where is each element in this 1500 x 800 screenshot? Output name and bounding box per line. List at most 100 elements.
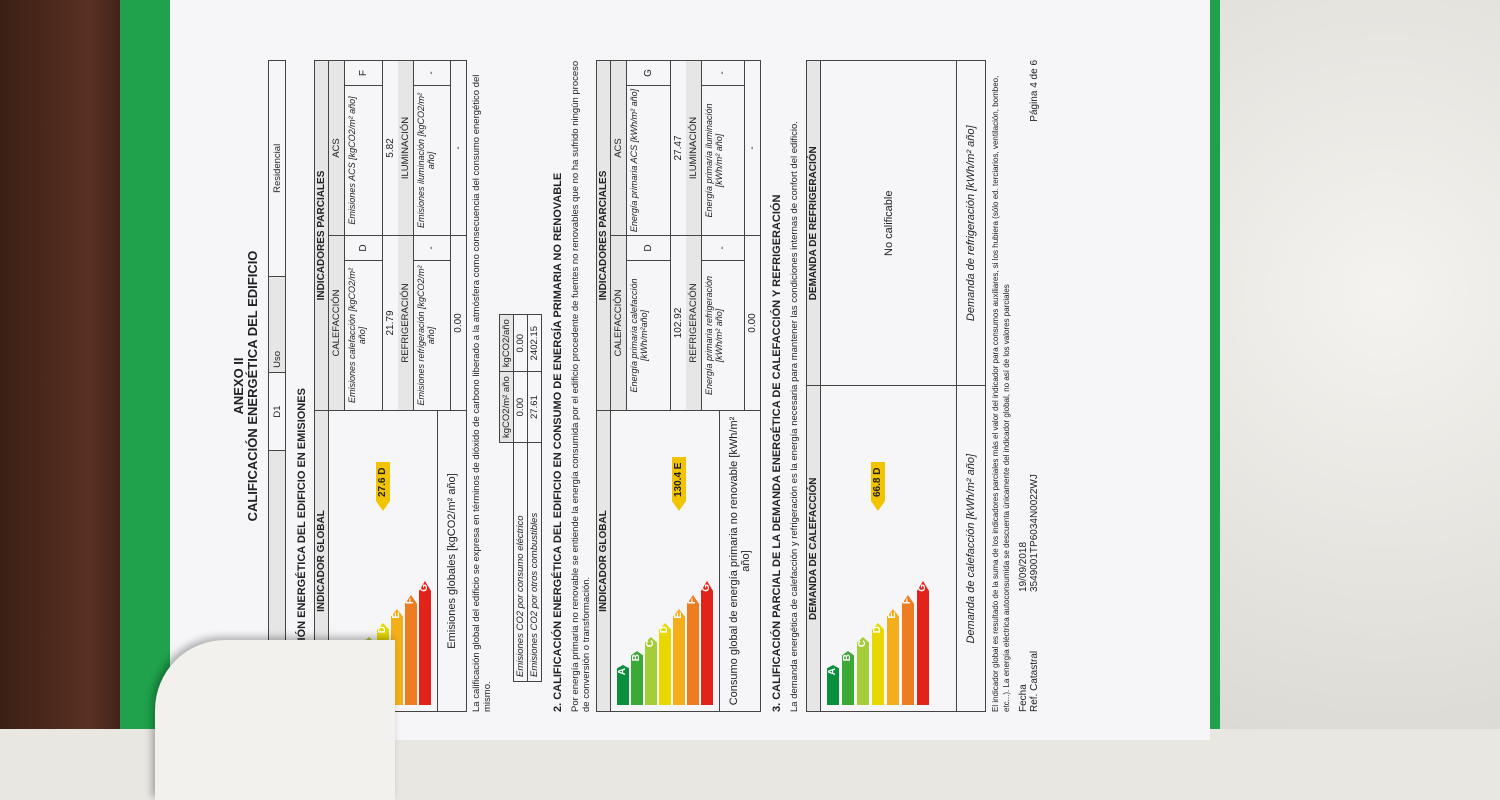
scale-bar: C [857, 637, 869, 705]
partial: ACS Emisiones ACS [kgCO2/m² año] F 5.82 [329, 61, 398, 235]
cell: Emisiones CO2 por otros combustibles [527, 442, 542, 682]
rating: - [717, 246, 729, 250]
cell: 27.61 [527, 371, 542, 443]
section-title: 2. CALIFICACIÓN ENERGÉTICA DEL EDIFICIO … [552, 172, 564, 712]
demand-table: DEMANDA DE CALEFACCIÓN A B C D E F G 66.8 D Dem… [806, 60, 986, 712]
rating: - [426, 71, 438, 75]
partial-name: ILUMINACIÓN [685, 61, 702, 235]
scale-bar: B [631, 651, 643, 705]
footer-note: El indicador global es resultado de la s… [991, 75, 1011, 712]
value: - [453, 146, 464, 150]
cell: kgCO2/año [499, 314, 514, 372]
partial-name: CALEFACCIÓN [329, 236, 345, 410]
label: Energía primaria refrigeración [kWh/m² a… [701, 260, 744, 410]
rating: F [357, 69, 369, 77]
value: 21.79 [384, 310, 396, 336]
date: 19/09/2018 [1018, 541, 1029, 592]
scale-bar: E [673, 609, 685, 705]
partial-indicators: INDICADORES PARCIALES CALEFACCIÓN Energía … [597, 61, 760, 410]
partials-row: REFRIGERACIÓN Energía primaria refrigerac… [685, 61, 761, 410]
indicator-table: INDICADOR GLOBAL A B C D E F G 130.4 E Consumo gl… [596, 60, 761, 712]
partial: REFRIGERACIÓN Emisiones refrigeración [kg… [397, 235, 466, 410]
scale-bar: C [645, 637, 657, 705]
partial: REFRIGERACIÓN Energía primaria refrigerac… [685, 235, 760, 410]
leather-background [1215, 0, 1500, 729]
partial: ILUMINACIÓN Emisiones iluminación [kgCO2/… [397, 61, 467, 235]
cooling: DEMANDA DE REFRIGERACIÓN No calificable … [807, 61, 985, 386]
scale-bar: D [659, 623, 671, 705]
cell: Uso [268, 276, 286, 373]
partial: ACS Energía primaria ACS [kWh/m² año] G 27.… [611, 61, 686, 235]
partial-name: ACS [329, 61, 345, 235]
partials-row: REFRIGERACIÓN Emisiones refrigeración [kg… [397, 61, 467, 410]
rating-arrow: 130.4 E [672, 457, 686, 511]
scale-bar: G [701, 581, 713, 705]
partial-label: Emisiones ACS [kgCO2/m² año] F [345, 61, 383, 235]
partials-row: CALEFACCIÓN Emisiones calefacción [kgCO2/… [329, 61, 398, 410]
rating: D [642, 244, 654, 252]
partial-name: CALEFACCIÓN [611, 236, 627, 410]
heating: DEMANDA DE CALEFACCIÓN A B C D E F G 66.8 D Dem… [807, 385, 985, 712]
partial-label: Emisiones iluminación [kgCO2/m² año] - [413, 61, 451, 235]
co2-table: kgCO2/m² año kgCO2/año Emisiones CO2 por c… [499, 314, 542, 682]
partial-name: ACS [611, 61, 627, 235]
rating: - [426, 246, 438, 250]
cell: 0.00 [513, 314, 528, 372]
page-number: Página 4 de 6 [1029, 60, 1040, 122]
global-label: Consumo global de energía primaria no re… [719, 411, 760, 711]
cell: 0.00 [513, 371, 528, 443]
partial-label: Energía primaria iluminación [kWh/m² año… [701, 61, 745, 235]
scale-bar: F [405, 595, 417, 705]
partial-label: Energía primaria ACS [kWh/m² año] G [627, 61, 671, 235]
label: Fecha [1018, 684, 1029, 712]
note: La calificación global del edificio se e… [471, 74, 493, 712]
cell: kgCO2/m² año [499, 371, 514, 443]
rating-arrow: 27.6 D [376, 462, 390, 511]
cell: Residencial [268, 60, 286, 277]
cell: D1 [268, 372, 286, 451]
rating: G [642, 69, 654, 77]
partial-label: Emisiones refrigeración [kgCO2/m² año] - [413, 236, 451, 410]
info-table: Zona climática D1 Uso Residencial [268, 60, 286, 712]
footer: Fecha Ref. Catastral 19/09/2018 3549001TP6… [1018, 60, 1040, 712]
rating: D [357, 244, 369, 252]
scale-bar: G [917, 581, 929, 705]
partial-name: REFRIGERACIÓN [397, 236, 414, 410]
annex: ANEXO II [231, 357, 246, 415]
partials-row: CALEFACCIÓN Energía primaria calefacción … [611, 61, 686, 410]
partial: ILUMINACIÓN Energía primaria iluminación … [685, 61, 761, 235]
cell: 2402.15 [527, 314, 542, 372]
section: 2. CALIFICACIÓN ENERGÉTICA DEL EDIFICIO … [552, 60, 761, 712]
partial-label: Energía primaria calefacción [kWh/m²año]… [627, 236, 671, 410]
label: Demanda de calefacción [kWh/m² año] [956, 386, 985, 711]
partial: CALEFACCIÓN Emisiones calefacción [kgCO2/… [329, 235, 398, 410]
scale-bar: A [617, 665, 629, 705]
global-indicator: INDICADOR GLOBAL A B C D E F G 130.4 E Consumo gl… [597, 410, 760, 711]
cell: Emisiones CO2 por consumo eléctrico [513, 442, 528, 682]
value: 5.82 [384, 138, 396, 158]
label: Energía primaria iluminación [kWh/m² año… [701, 85, 744, 235]
values: 19/09/2018 3549001TP6034N0022WJ [1018, 122, 1040, 592]
rating-arrow: 66.8 D [871, 462, 885, 511]
section-title: 3. CALIFICACIÓN PARCIAL DE LA DEMANDA EN… [771, 194, 783, 712]
label: Emisiones calefacción [kgCO2/m² año] [345, 260, 382, 410]
row: kgCO2/m² año kgCO2/año [499, 314, 514, 682]
document-page: ANEXO II CALIFICACIÓN ENERGÉTICA DEL EDI… [170, 0, 1210, 740]
value: - [747, 146, 758, 150]
rating: No calificable [882, 190, 895, 256]
scale-bar: A [827, 665, 839, 705]
global-label: Emisiones globales [kgCO2/m² año] [437, 411, 466, 711]
scale-bar: G [419, 581, 431, 705]
scale: A B C D E F G 66.8 D [821, 387, 956, 712]
label: Emisiones iluminación [kgCO2/m² año] [413, 85, 450, 235]
header: INDICADORES PARCIALES [315, 61, 329, 410]
label: Emisiones refrigeración [kgCO2/m² año] [413, 260, 450, 410]
row: Emisiones CO2 por consumo eléctrico 0.00 0… [513, 314, 528, 682]
partial-label: Energía primaria refrigeración [kWh/m² a… [701, 236, 745, 410]
note: La demanda energética de calefacción y r… [789, 121, 800, 712]
header: INDICADOR GLOBAL [597, 411, 611, 711]
header: INDICADORES PARCIALES [597, 61, 611, 410]
value: 0.00 [747, 313, 758, 333]
